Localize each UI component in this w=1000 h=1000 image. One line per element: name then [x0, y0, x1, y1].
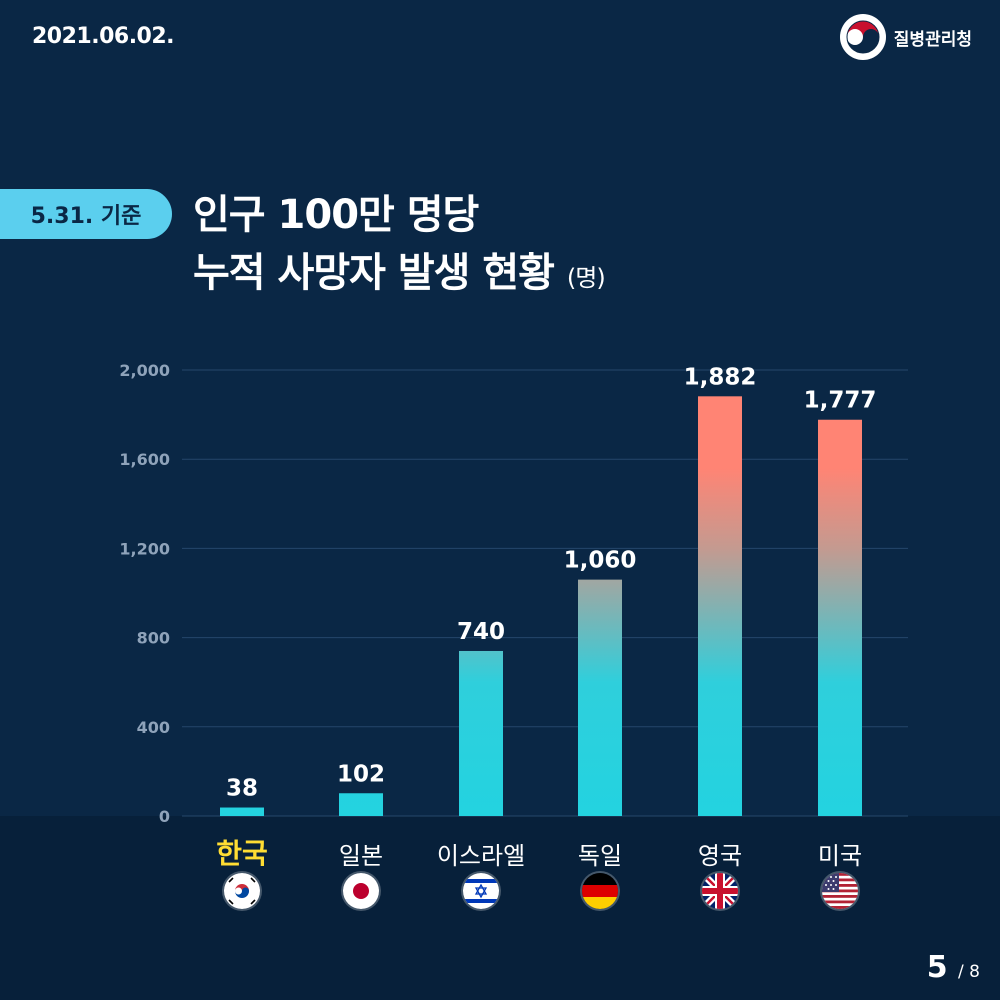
- page-indicator: 5 / 8: [927, 950, 980, 985]
- bar-value-label: 102: [337, 761, 385, 787]
- category-label: 독일: [577, 842, 623, 870]
- category-label: 한국: [216, 837, 268, 870]
- bar-value-label: 740: [457, 619, 505, 645]
- y-tick-label: 0: [159, 807, 170, 826]
- usa-flag-icon: [822, 873, 858, 909]
- bar-5: [698, 396, 742, 816]
- category-label: 일본: [338, 842, 384, 870]
- y-tick-label: 800: [137, 629, 170, 648]
- agency-name: 질병관리청: [893, 29, 972, 50]
- chart-title: 인구 100만 명당 누적 사망자 발생 현황 (명): [193, 186, 606, 307]
- germany-flag-icon: [582, 873, 618, 909]
- date-label: 2021.06.02.: [32, 24, 175, 49]
- uk-flag-icon: [702, 873, 738, 909]
- page-total: / 8: [958, 962, 980, 982]
- bar-value-label: 1,777: [804, 388, 877, 414]
- bar-value-label: 1,882: [684, 364, 757, 390]
- agency-logo: 질병관리청: [839, 14, 972, 60]
- category-label: 이스라엘: [436, 842, 526, 870]
- y-tick-label: 1,600: [119, 450, 170, 469]
- bar-2: [339, 793, 383, 816]
- y-tick-label: 400: [137, 718, 170, 737]
- bar-1: [220, 807, 264, 816]
- y-tick-label: 1,200: [119, 539, 170, 558]
- bar-4: [578, 579, 622, 816]
- title-line-2: 누적 사망자 발생 현황: [193, 250, 555, 296]
- title-unit: (명): [566, 264, 606, 292]
- reference-date-badge: 5.31. 기준: [0, 189, 172, 239]
- page-current: 5: [926, 950, 948, 985]
- japan-flag-icon: [343, 873, 379, 909]
- bar-6: [818, 419, 862, 816]
- bar-value-label: 1,060: [564, 548, 637, 574]
- korea-flag-icon: [224, 873, 260, 909]
- y-tick-label: 2,000: [119, 361, 170, 380]
- bar-value-label: 38: [226, 776, 258, 802]
- israel-flag-icon: [463, 873, 499, 909]
- title-line-1: 인구 100만 명당: [193, 192, 479, 238]
- taegeuk-logo-icon: [839, 14, 886, 60]
- category-label: 미국: [817, 842, 863, 870]
- bar-3: [459, 650, 503, 816]
- category-label: 영국: [697, 842, 743, 870]
